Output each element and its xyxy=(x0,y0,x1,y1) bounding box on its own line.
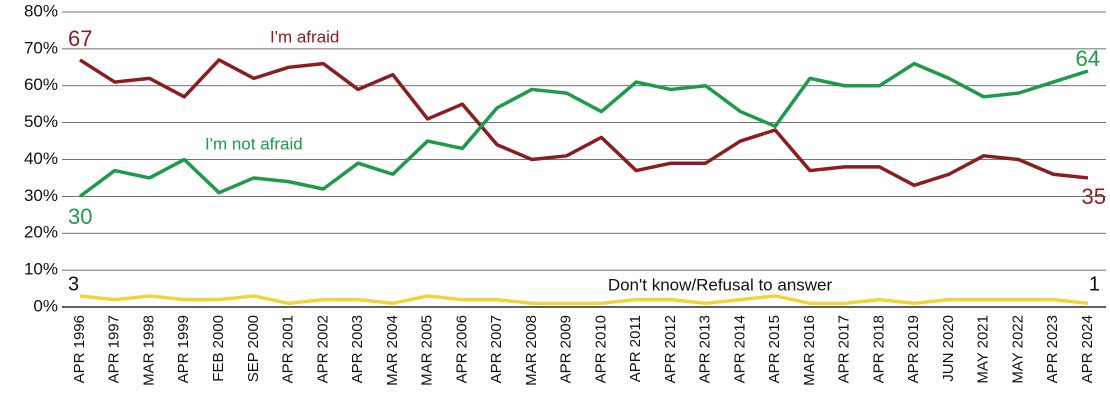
data-label: 3 xyxy=(68,273,79,295)
line xyxy=(78,61,1089,198)
x-tick-label: MAR 2016 xyxy=(801,315,818,386)
y-tick-label: 60% xyxy=(24,75,58,94)
x-tick-label: APR 2011 xyxy=(627,315,644,382)
x-tick-label: APR 2019 xyxy=(905,315,922,383)
y-tick-label: 20% xyxy=(24,223,58,242)
data-label: 64 xyxy=(1076,46,1100,71)
y-tick-label: 30% xyxy=(24,186,58,205)
data-label: 30 xyxy=(68,204,92,229)
y-tick-label: 10% xyxy=(24,260,58,279)
x-tick-label: APR 2001 xyxy=(280,315,297,383)
y-tick-label: 80% xyxy=(24,1,58,20)
x-tick-label: MAR 1998 xyxy=(140,315,157,386)
line xyxy=(79,58,1089,188)
line xyxy=(79,294,1089,306)
y-tick-label: 0% xyxy=(33,296,58,315)
y-tick-label: 40% xyxy=(24,149,58,168)
x-tick-label: APR 2013 xyxy=(697,315,714,383)
x-tick-label: JUN 2020 xyxy=(940,315,957,382)
x-tick-label: APR 2017 xyxy=(836,315,853,383)
x-tick-label: APR 2023 xyxy=(1044,315,1061,383)
series-label: Don't know/Refusal to answer xyxy=(608,275,833,294)
x-tick-label: APR 2014 xyxy=(731,315,748,383)
x-tick-label: MAY 2021 xyxy=(975,315,992,384)
x-tick-label: APR 2015 xyxy=(766,315,783,383)
x-tick-label: APR 1996 xyxy=(71,315,88,383)
x-tick-label: APR 1997 xyxy=(106,315,123,383)
y-tick-label: 50% xyxy=(24,112,58,131)
x-tick-label: APR 2010 xyxy=(592,315,609,383)
data-label: 1 xyxy=(1089,273,1100,295)
x-tick-label: MAR 2004 xyxy=(384,315,401,386)
y-tick-label: 70% xyxy=(24,38,58,57)
x-tick-label: APR 2007 xyxy=(488,315,505,383)
x-tick-label: MAR 2008 xyxy=(523,315,540,386)
x-tick-label: MAR 2005 xyxy=(419,315,436,386)
x-tick-label: APR 2009 xyxy=(558,315,575,383)
x-tick-label: APR 1999 xyxy=(175,315,192,383)
x-tick-label: APR 2024 xyxy=(1079,315,1096,383)
x-tick-label: APR 2012 xyxy=(662,315,679,383)
x-tick-label: APR 2018 xyxy=(870,315,887,383)
x-tick-label: APR 2002 xyxy=(314,315,331,383)
x-tick-label: APR 2003 xyxy=(349,315,366,383)
series-label: I'm not afraid xyxy=(205,134,303,153)
x-tick-label: SEP 2000 xyxy=(245,315,262,382)
x-tick-label: MAY 2022 xyxy=(1009,315,1026,384)
x-tick-label: APR 2006 xyxy=(453,315,470,383)
series-label: I'm afraid xyxy=(270,27,339,46)
x-tick-label: FEB 2000 xyxy=(210,315,227,382)
data-label: 67 xyxy=(68,26,92,51)
